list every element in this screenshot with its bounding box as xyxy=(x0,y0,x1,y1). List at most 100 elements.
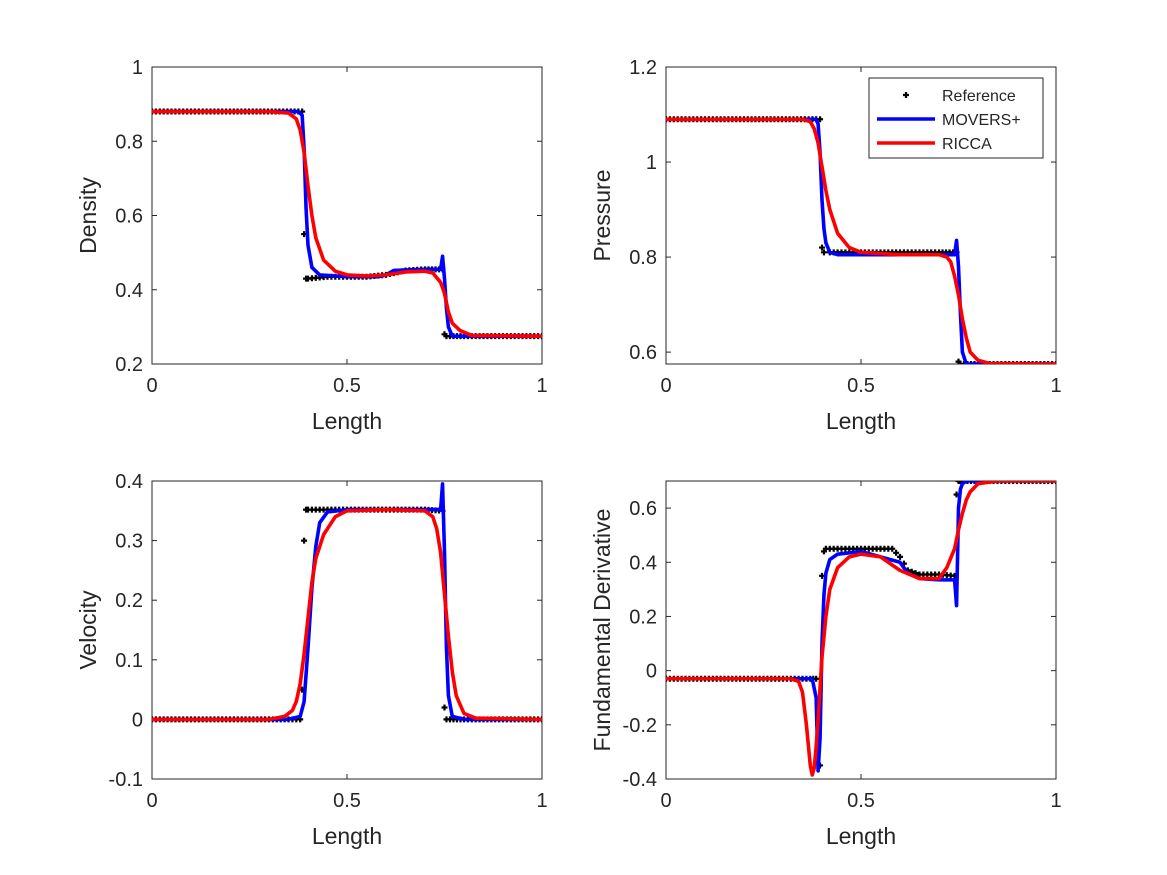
legend: Reference MOVERS+ RICCA xyxy=(868,77,1044,159)
pressure-series-ricca xyxy=(666,117,1056,364)
panel-pressure: 0 0.5 1 0.6 0.8 1 1.2 Length Pressure Reference MO… xyxy=(589,57,1062,434)
velocity-ytick-label: 0 xyxy=(132,709,143,731)
fundamental-derivative-reference-point xyxy=(813,675,820,682)
pressure-xtick-label: 1 xyxy=(1050,375,1061,397)
fundamental-derivative-reference-point xyxy=(1017,481,1024,484)
fundamental-derivative-reference-point xyxy=(957,481,964,484)
velocity-reference-point xyxy=(301,537,308,544)
pressure-reference-point xyxy=(1033,361,1040,364)
density-xtick-label: 0 xyxy=(146,375,157,397)
velocity-xtick-label: 0 xyxy=(146,790,157,812)
fundamental-derivative-xtick-label: 0 xyxy=(660,790,671,812)
velocity-ytick-label: 0.4 xyxy=(115,471,143,493)
velocity-ytick-label: -0.1 xyxy=(109,769,143,791)
fundamental-derivative-reference-point xyxy=(967,481,974,484)
velocity-xlabel: Length xyxy=(312,823,382,849)
fundamental-derivative-reference-point xyxy=(893,549,900,556)
fundamental-derivative-reference-point xyxy=(971,481,978,484)
velocity-ytick-label: 0.2 xyxy=(115,590,143,612)
pressure-reference-point xyxy=(1041,361,1048,364)
velocity-ytick-label: 0.1 xyxy=(115,650,143,672)
fundamental-derivative-reference-point xyxy=(1014,481,1020,484)
fundamental-derivative-series-movers xyxy=(666,481,1056,773)
legend-label-1: MOVERS+ xyxy=(942,112,1021,129)
velocity-series-ricca xyxy=(152,507,542,722)
panel-density: 0 0.5 1 0.2 0.4 0.6 0.8 1 Length Density xyxy=(75,57,548,434)
pressure-reference-point xyxy=(957,361,964,364)
pressure-xtick-label: 0 xyxy=(660,375,671,397)
fundamental-derivative-reference-point xyxy=(1010,481,1017,484)
fundamental-derivative-ytick-label: -0.2 xyxy=(623,715,657,737)
fundamental-derivative-series-ricca xyxy=(666,481,1056,777)
density-ytick-label: 0.2 xyxy=(115,354,143,376)
pressure-reference-point xyxy=(971,361,978,364)
fundamental-derivative-ytick-label: 0.4 xyxy=(629,552,657,574)
fundamental-derivative-plot-area xyxy=(666,481,1056,777)
fundamental-derivative-reference-point xyxy=(998,481,1005,484)
density-xtick-label: 1 xyxy=(536,375,547,397)
fundamental-derivative-ytick-label: 0.6 xyxy=(629,498,657,520)
fundamental-derivative-reference-point xyxy=(1006,481,1013,484)
pressure-reference-point xyxy=(1025,361,1032,364)
pressure-plot-area xyxy=(666,116,1056,364)
velocity-xtick-label: 0.5 xyxy=(333,790,361,812)
velocity-plot-area xyxy=(152,482,542,723)
density-plot-area xyxy=(152,108,542,340)
fundamental-derivative-reference-point xyxy=(1037,481,1044,484)
pressure-reference-point xyxy=(820,249,827,256)
fundamental-derivative-reference-point xyxy=(1041,481,1048,484)
fundamental-derivative-axes xyxy=(665,480,1057,780)
pressure-reference-point xyxy=(819,244,825,251)
pressure-xlabel: Length xyxy=(826,408,896,434)
legend-reference-marker xyxy=(903,92,909,98)
pressure-ytick-label: 1.2 xyxy=(629,57,657,79)
density-ytick-label: 0.8 xyxy=(115,131,143,153)
velocity-ytick-label: 0.3 xyxy=(115,531,143,553)
pressure-xtick-label: 0.5 xyxy=(847,375,875,397)
fundamental-derivative-xlabel: Length xyxy=(826,823,896,849)
density-series-ricca xyxy=(152,109,542,338)
fundamental-derivative-xtick-label: 1 xyxy=(1050,790,1061,812)
velocity-xtick-label: 1 xyxy=(536,790,547,812)
fundamental-derivative-reference-point xyxy=(964,481,971,484)
fundamental-derivative-reference-point xyxy=(1033,481,1040,484)
legend-label-2: RICCA xyxy=(942,136,992,153)
pressure-reference-point xyxy=(1029,361,1036,364)
pressure-reference-point xyxy=(967,361,974,364)
velocity-reference-point xyxy=(441,704,448,711)
fundamental-derivative-reference-point xyxy=(1002,481,1009,484)
fundamental-derivative-ytick-label: 0.2 xyxy=(629,606,657,628)
fundamental-derivative-reference-point xyxy=(1049,481,1056,484)
fundamental-derivative-ytick-label: 0 xyxy=(646,661,657,683)
pressure-ylabel: Pressure xyxy=(589,169,615,261)
fundamental-derivative-reference-point xyxy=(994,481,1001,484)
pressure-ytick-label: 1 xyxy=(646,152,657,174)
fundamental-derivative-xtick-label: 0.5 xyxy=(847,790,875,812)
density-ytick-label: 0.4 xyxy=(115,280,143,302)
density-axes xyxy=(151,66,543,365)
fundamental-derivative-reference-point xyxy=(955,481,962,484)
fundamental-derivative-reference-point xyxy=(1021,481,1028,484)
fundamental-derivative-ylabel: Fundamental Derivative xyxy=(589,509,615,752)
pressure-reference-point xyxy=(1049,361,1056,364)
density-xlabel: Length xyxy=(312,408,382,434)
pressure-ytick-label: 0.8 xyxy=(629,247,657,269)
density-ytick-label: 1 xyxy=(132,57,143,79)
pressure-reference-point xyxy=(1037,361,1044,364)
fundamental-derivative-reference-point xyxy=(889,545,896,552)
density-xtick-label: 0.5 xyxy=(333,375,361,397)
pressure-ytick-label: 0.6 xyxy=(629,342,657,364)
velocity-axes xyxy=(151,480,543,780)
fundamental-derivative-reference-point xyxy=(897,553,903,560)
fundamental-derivative-ytick-label: -0.4 xyxy=(623,769,657,791)
pressure-reference-point xyxy=(1045,361,1052,364)
fundamental-derivative-reference-point xyxy=(1025,481,1032,484)
density-ytick-label: 0.6 xyxy=(115,206,143,228)
legend-label-0: Reference xyxy=(942,88,1016,105)
velocity-ylabel: Velocity xyxy=(75,590,101,670)
density-ylabel: Density xyxy=(75,177,101,254)
fundamental-derivative-reference-point xyxy=(1029,481,1036,484)
panel-fundamental-derivative: 0 0.5 1 -0.4 -0.2 0 0.2 0.4 0.6 Length Fundamental… xyxy=(589,480,1062,849)
